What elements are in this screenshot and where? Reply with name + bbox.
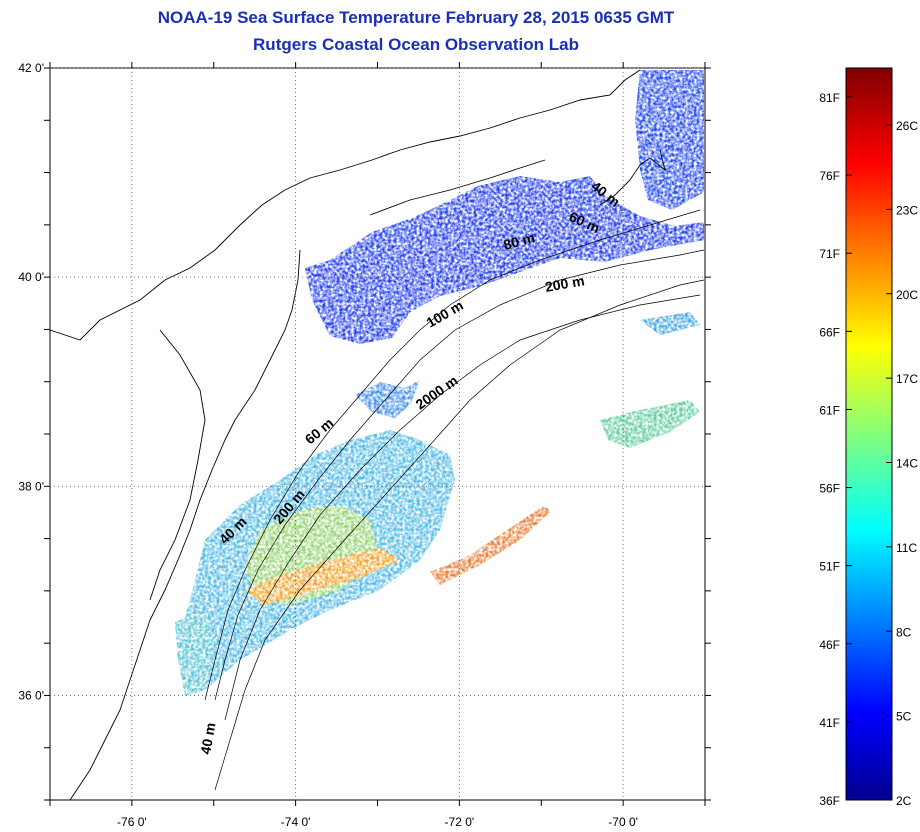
coastline-delmarva [69,419,236,801]
colorbar-f-label: 46F [819,638,840,652]
colorbar-c-label: 17C [896,372,918,386]
coastline-main [49,69,641,341]
coastline-cape-cod [599,149,666,206]
colorbar-f-label: 61F [819,403,840,417]
colorbar-gradient [845,67,893,801]
colorbar-c-label: 23C [896,203,918,217]
lon-tick-label: -70 0' [608,815,638,829]
map-ticks: 42 0' 40 0' 38 0' 36 0' -76 0' -74 0' -72 0' -7… [18,61,711,829]
coastline-chesapeake [149,329,206,601]
lon-tick-label: -76 0' [117,815,147,829]
sst-band-slope [355,380,420,418]
colorbar-f-label: 56F [819,482,840,496]
colorbar-c-label: 11C [896,541,917,555]
contour-label: 40 m [197,721,218,755]
colorbar-f-label: 36F [819,794,840,808]
colorbar-f-label: 71F [819,247,840,261]
colorbar-c-label: 5C [896,710,912,724]
sst-band-cold-ne [635,70,704,210]
contour-label: 60 m [302,415,337,448]
colorbar-f-label: 76F [819,169,840,183]
coastline-layer [49,69,705,801]
contour-label: 200 m [544,272,586,295]
isobath-shelf-break [214,249,705,701]
sst-band-south [175,610,215,696]
colorbar-c-label: 8C [896,625,912,639]
colorbar-c-label: 2C [896,794,912,808]
colorbar: 81F 76F 71F 66F 61F 56F 51F 46F 41F 36F 26C 23C 20C… [819,67,918,808]
contour-label: 100 m [424,297,466,331]
lat-tick-label: 36 0' [18,688,44,702]
isobath-shallow [204,209,701,701]
lon-tick-label: -72 0' [445,815,475,829]
map-subtitle: Rutgers Coastal Ocean Observation Lab [253,35,579,54]
coastline-nj [234,249,301,421]
colorbar-f-labels: 81F 76F 71F 66F 61F 56F 51F 46F 41F 36F [819,91,852,808]
colorbar-c-label: 26C [896,119,918,133]
lat-tick-label: 42 0' [18,61,44,75]
coastline-long-island [369,159,546,216]
sst-band-offshore [640,312,700,335]
sst-data-layer [175,70,704,696]
contour-label: 80 m [502,229,537,253]
colorbar-f-label: 66F [819,325,840,339]
lon-tick-label: -74 0' [281,815,311,829]
lat-tick-label: 40 0' [18,270,44,284]
contour-label: 2000 m [413,372,461,412]
colorbar-f-label: 41F [819,716,840,730]
isobath-deep [224,294,701,721]
sst-band-gulf-stream-tail [430,505,550,585]
colorbar-c-label: 20C [896,288,918,302]
sst-band-eddy [600,400,700,448]
isobath-2000 [214,279,705,791]
colorbar-f-label: 51F [819,560,840,574]
map-title: NOAA-19 Sea Surface Temperature February… [157,8,675,27]
colorbar-f-label: 81F [819,91,840,105]
sst-band-cold-shelf [305,176,704,344]
sst-band-gulf-stream [245,548,400,605]
lat-tick-label: 38 0' [18,479,44,493]
colorbar-c-labels: 26C 23C 20C 17C 14C 11C 8C 5C 2C [886,119,918,808]
colorbar-c-label: 14C [896,457,918,471]
